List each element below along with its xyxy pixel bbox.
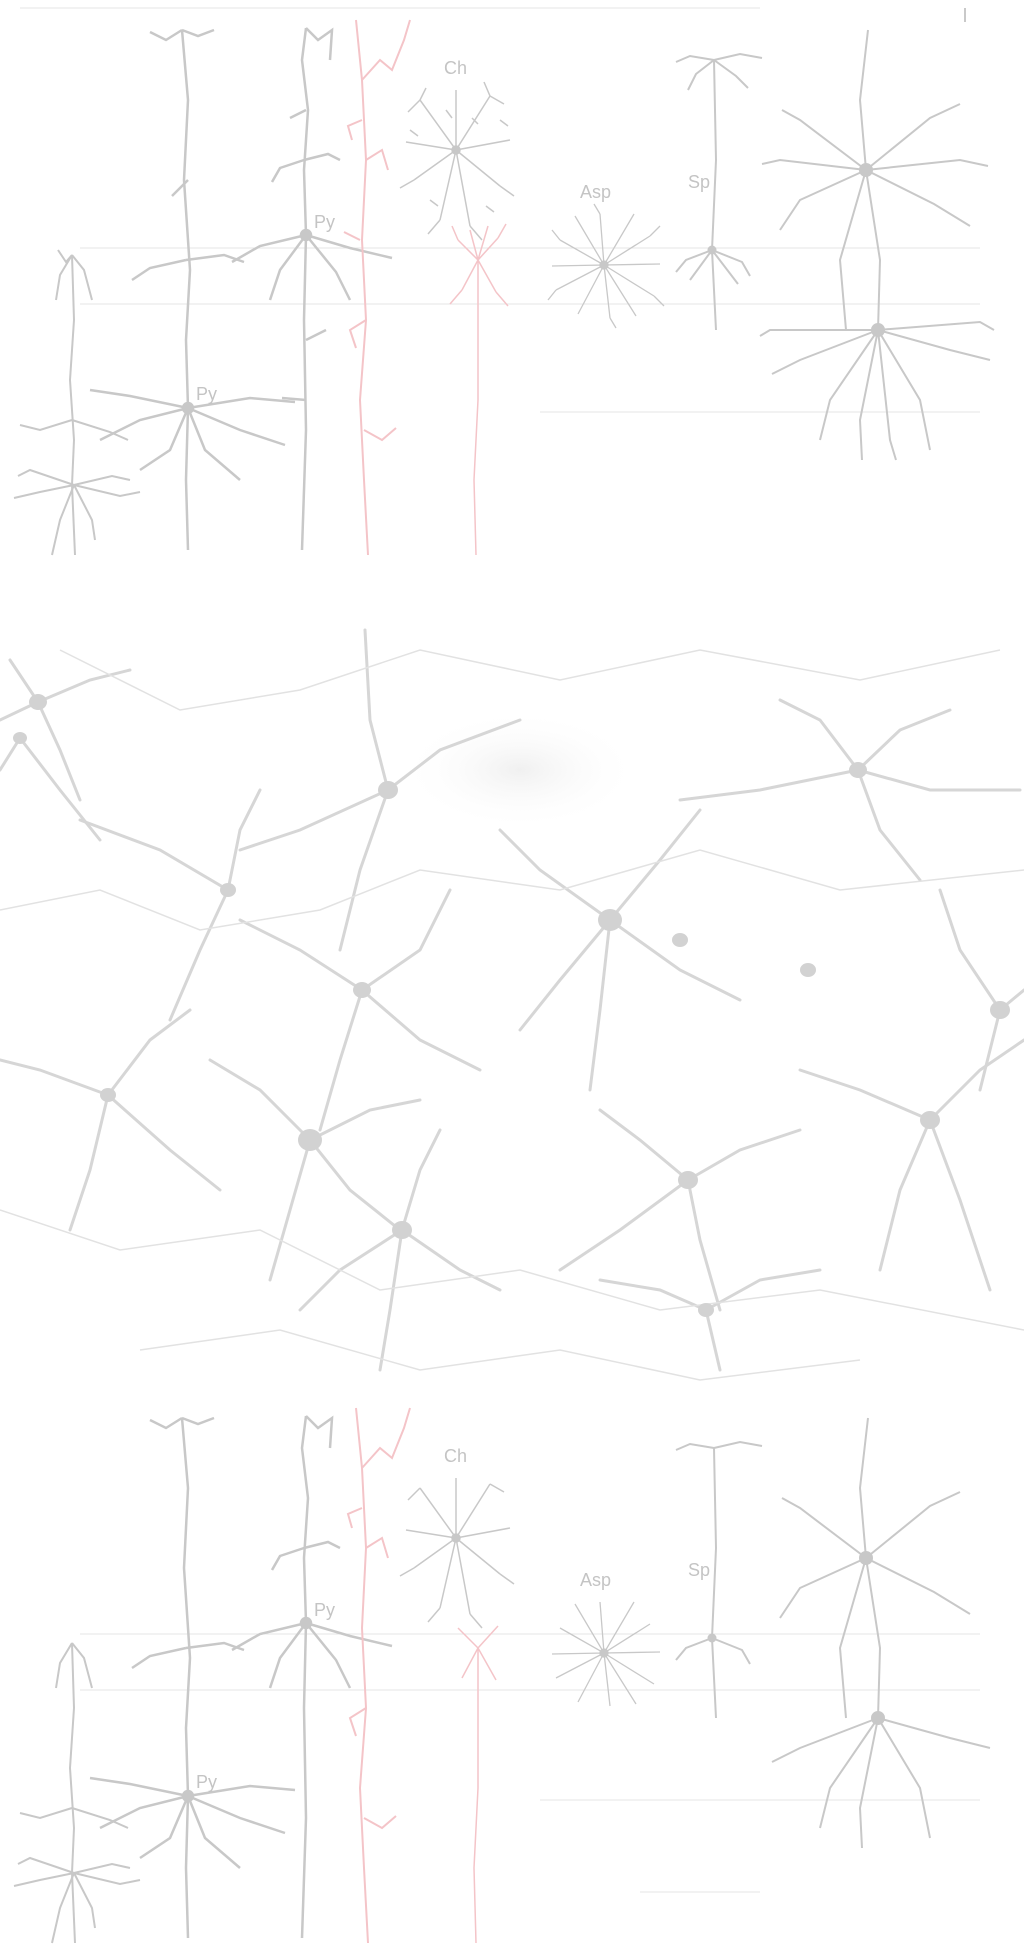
large-multipolar-neurons — [772, 1418, 990, 1848]
label-asp: Asp — [580, 1570, 611, 1590]
pink-axon — [344, 20, 410, 555]
pyramidal-neuron-lower — [90, 30, 295, 550]
label-py-lower: Py — [196, 384, 217, 404]
pyramidal-neuron-lower — [90, 1418, 295, 1938]
pyramidal-neuron-upper — [232, 28, 392, 550]
pink-cell — [458, 1626, 498, 1943]
label-ch: Ch — [444, 1446, 467, 1466]
label-sp: Sp — [688, 172, 710, 192]
neuron-network-svg — [0, 590, 1024, 1390]
bottom-neuron-svg: Py Py Ch Asp Sp — [0, 1388, 1024, 1954]
pink-axon — [348, 1408, 410, 1943]
bottom-neuron-diagram: Py Py Ch Asp Sp — [0, 1388, 1024, 1954]
top-neuron-svg: Py Py Ch Asp Sp — [0, 0, 1024, 570]
label-py-upper: Py — [314, 212, 335, 232]
neuron-network-photo — [0, 590, 1024, 1390]
top-neuron-diagram: Py Py Ch Asp Sp — [0, 0, 1024, 570]
pyramidal-neuron-small — [14, 1643, 140, 1943]
label-py-lower: Py — [196, 1772, 217, 1792]
label-sp: Sp — [688, 1560, 710, 1580]
spiny-stellate-cell — [676, 54, 762, 330]
pyramidal-neuron-upper — [232, 1416, 392, 1938]
label-py-upper: Py — [314, 1600, 335, 1620]
aspiny-cell — [548, 204, 664, 328]
large-multipolar-neurons — [760, 30, 994, 460]
pink-cell — [450, 224, 508, 555]
label-ch: Ch — [444, 58, 467, 78]
chandelier-cell — [400, 1478, 514, 1628]
spiny-stellate-cell — [676, 1442, 762, 1718]
pyramidal-neuron-small — [14, 250, 140, 555]
chandelier-cell — [400, 82, 514, 240]
label-asp: Asp — [580, 182, 611, 202]
